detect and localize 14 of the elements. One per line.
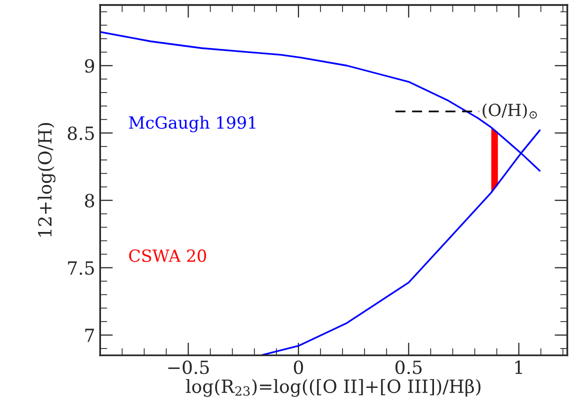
x-tick-label: 1 [515,360,522,374]
annotation: (O/H)$_{⊙}$ [482,103,537,119]
y-tick-label: 8 [85,194,94,208]
y-axis-title: 12+log(O/H) [38,123,56,236]
y-tick-label: 7 [85,328,94,342]
x-tick-label: 0 [294,360,304,374]
text: CSWA 20 [129,249,206,262]
x-tick-label: −0.5 [168,360,209,374]
y-tick-label: 9 [84,59,94,73]
y-tick-label: 8.5 [68,126,94,140]
x-axis-title: log(R$_{23}$)=log(([O II]+[O III])/Hβ) [186,379,480,397]
text: McGaugh 1991 [129,116,256,132]
x-tick-label: 0.5 [395,360,422,374]
y-tick-label: 7.5 [68,261,94,275]
